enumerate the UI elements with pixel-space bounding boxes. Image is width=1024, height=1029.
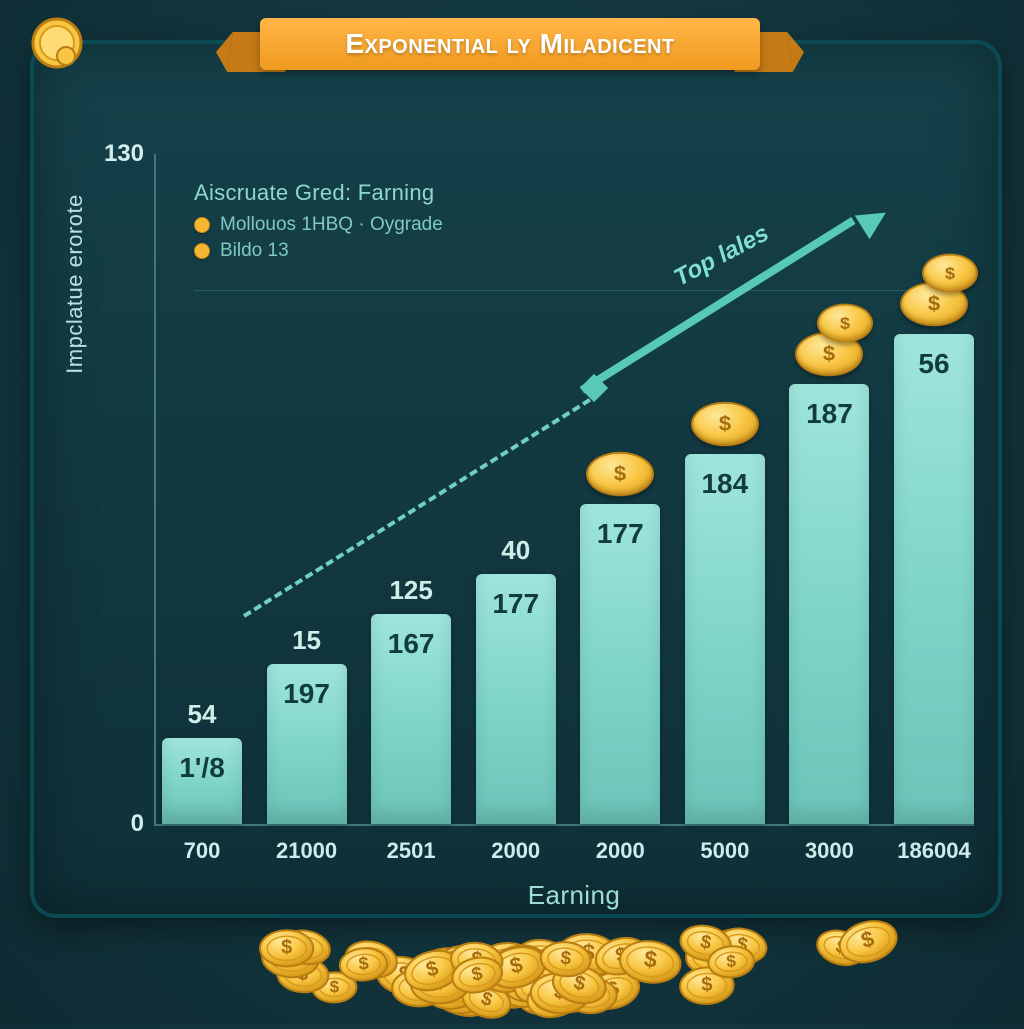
bar-top-label: 125 xyxy=(371,575,451,606)
x-category-label: 5000 xyxy=(675,838,775,864)
x-category-label: 2000 xyxy=(570,838,670,864)
bar xyxy=(580,504,660,824)
svg-text:$: $ xyxy=(329,977,339,996)
svg-text:$: $ xyxy=(701,973,713,996)
y-axis xyxy=(154,154,156,824)
coin-badge-icon xyxy=(30,16,84,70)
bar-value-label: 184 xyxy=(685,468,765,500)
bar-value-label: 177 xyxy=(476,588,556,620)
x-category-label: 186004 xyxy=(884,838,984,864)
x-axis xyxy=(154,824,974,826)
bar xyxy=(685,454,765,824)
coin-icon: $ xyxy=(922,254,978,293)
x-category-label: 3000 xyxy=(779,838,879,864)
title-ribbon: Exponential ly Miladicent xyxy=(260,18,760,74)
bar-value-label: 187 xyxy=(789,398,869,430)
bar-value-label: 56 xyxy=(894,348,974,380)
ytick-max: 130 xyxy=(98,140,144,168)
x-category-label: 2501 xyxy=(361,838,461,864)
ytick-min: 0 xyxy=(98,810,144,838)
bar-series: 541'/87001519721000125167250140177200017… xyxy=(162,154,967,824)
x-category-label: 2000 xyxy=(466,838,566,864)
bar xyxy=(894,334,974,824)
bar-value-label: 167 xyxy=(371,628,451,660)
svg-text:$: $ xyxy=(281,936,292,958)
bar xyxy=(789,384,869,824)
svg-text:$: $ xyxy=(358,953,369,974)
bar-top-label: 40 xyxy=(476,535,556,566)
bar-top-label: 54 xyxy=(162,699,242,730)
coin-pile: $ $ $ $ $ $ $ $ xyxy=(0,884,1024,1024)
coin-icon: $ xyxy=(691,402,759,447)
coin-icon: $ xyxy=(586,452,654,497)
bar-value-label: 1'/8 xyxy=(162,752,242,784)
bar-value-label: 197 xyxy=(267,678,347,710)
chart-panel: 130 0 Impclatue erorote Aiscruate Gred: … xyxy=(30,40,1002,918)
bar-top-label: 15 xyxy=(267,625,347,656)
y-axis-label: Impclatue erorote xyxy=(62,154,88,414)
x-category-label: 21000 xyxy=(257,838,357,864)
page-title: Exponential ly Miladicent xyxy=(345,28,674,60)
bar-value-label: 177 xyxy=(580,518,660,550)
chart-area: 130 0 Impclatue erorote Aiscruate Gred: … xyxy=(154,154,974,824)
x-category-label: 700 xyxy=(152,838,252,864)
coin-icon: $ xyxy=(817,304,873,343)
